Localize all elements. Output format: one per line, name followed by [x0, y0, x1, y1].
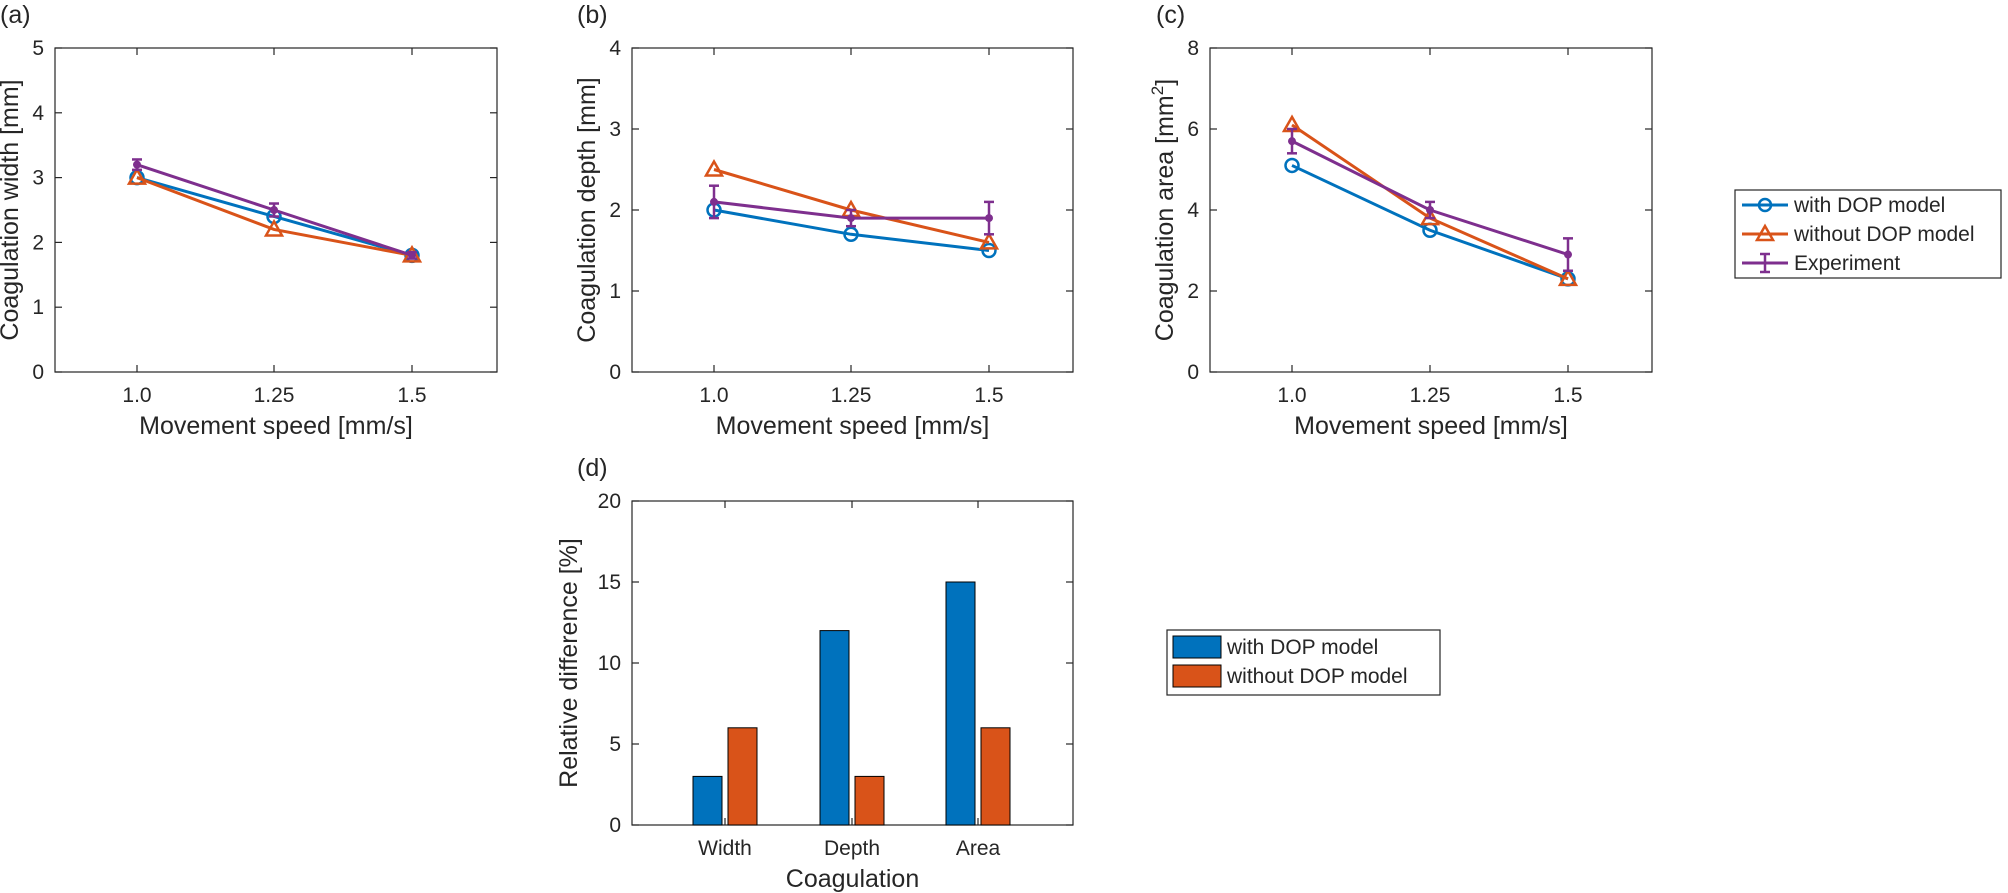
y-tick-label: 4 [609, 37, 621, 60]
y-tick-label: 6 [1187, 118, 1199, 141]
bar-without-width [727, 727, 758, 826]
legend-bars: with DOP model without DOP model [1166, 629, 1441, 696]
x-tick-label: Depth [824, 837, 880, 860]
legend-swatch-0 [1172, 635, 1222, 659]
x-tick-label: Width [698, 837, 752, 860]
marker-dot [1564, 250, 1572, 259]
marker-triangle [978, 231, 1000, 250]
x-axis-label: Movement speed [mm/s] [716, 412, 990, 440]
x-tick-label: 1.0 [699, 384, 728, 407]
panel-label: (c) [1156, 1, 1185, 29]
x-axis-label: Coagulation [786, 865, 919, 893]
bar-without-area [980, 727, 1011, 826]
y-axis-label-superscript: 2 [1148, 86, 1167, 95]
x-tick-label: 1.5 [974, 384, 1003, 407]
y-tick-label: 0 [609, 814, 621, 837]
legend-bar-entry-0: with DOP model [1226, 636, 1378, 659]
plot-frame [54, 47, 498, 373]
marker-dot [1288, 137, 1296, 146]
y-tick-label: 2 [32, 231, 44, 254]
x-axis-label: Movement speed [mm/s] [139, 412, 413, 440]
legend-entry-0: with DOP model [1793, 194, 1945, 217]
marker-circle [981, 242, 997, 259]
series-line-1 [136, 176, 413, 257]
y-tick-label: 3 [32, 167, 44, 190]
y-tick-label: 1 [609, 280, 621, 303]
marker-triangle [263, 218, 285, 237]
marker-triangle [126, 167, 148, 185]
x-tick-label: 1.25 [831, 384, 872, 407]
y-tick-label: 3 [609, 118, 621, 141]
panel-label: (a) [0, 1, 31, 29]
series-line-0 [713, 208, 990, 252]
panel-d: 0 5 10 15 20 Width Depth Area (d) Coagulation Rela… [555, 454, 1074, 893]
panel-a: 0 1 2 3 4 5 1.0 1.25 1.5 (a) Movement speed [mm/s]… [0, 1, 498, 440]
y-tick-label: 20 [598, 490, 621, 513]
legend-swatch-1 [1172, 664, 1222, 688]
series-line-0 [1291, 164, 1569, 281]
legend-marker-triangle [1754, 223, 1776, 242]
legend-marker-circle [1757, 197, 1773, 213]
bar-without-depth [854, 775, 885, 826]
y-axis-label: Coagulation depth [mm] [573, 77, 601, 342]
marker-dot [847, 214, 855, 223]
y-axis-label: Coagulation area [mm2] [1148, 79, 1179, 341]
panel-b: 0 1 2 3 4 1.0 1.25 1.5 (b) Movement speed [mm/s] C… [573, 1, 1074, 440]
y-tick-label: 5 [609, 733, 621, 756]
y-tick-label: 8 [1187, 37, 1199, 60]
legend-bar-entry-1: without DOP model [1226, 665, 1408, 688]
legend-entry-2: Experiment [1794, 252, 1900, 275]
y-tick-label: 10 [598, 652, 621, 675]
marker-dot [408, 251, 416, 260]
legend-lines: with DOP model without DOP model Experimen… [1734, 189, 2002, 279]
y-tick-label: 4 [1187, 199, 1199, 222]
marker-dot [985, 214, 993, 223]
x-tick-label: 1.25 [1410, 384, 1451, 407]
legend-entry-1: without DOP model [1793, 223, 1975, 246]
y-tick-label: 2 [1187, 280, 1199, 303]
x-tick-label: 1.25 [254, 384, 295, 407]
y-tick-label: 5 [32, 37, 44, 60]
bar-with-width [692, 775, 723, 826]
x-tick-label: 1.0 [122, 384, 151, 407]
marker-triangle [703, 158, 725, 177]
marker-dot [270, 206, 278, 214]
panel-label: (d) [577, 454, 608, 482]
bar-with-depth [819, 630, 850, 826]
marker-circle [843, 226, 859, 243]
y-axis-label-end: ] [1151, 79, 1179, 86]
y-axis-label: Coagulation width [mm] [0, 79, 24, 340]
y-tick-label: 0 [1187, 361, 1199, 384]
panel-c: 0 2 4 6 8 1.0 1.25 1.5 (c) Movement speed [mm/s] C… [1148, 1, 1653, 440]
marker-circle [1284, 157, 1300, 174]
x-tick-label: 1.5 [397, 384, 426, 407]
x-tick-label: 1.0 [1277, 384, 1306, 407]
y-tick-label: 2 [609, 199, 621, 222]
x-tick-label: 1.5 [1553, 384, 1582, 407]
bar-with-area [945, 581, 976, 826]
x-tick-label: Area [956, 837, 1001, 860]
y-tick-label: 0 [32, 361, 44, 384]
x-axis-label: Movement speed [mm/s] [1294, 412, 1568, 440]
marker-triangle [1557, 268, 1579, 287]
y-tick-label: 1 [32, 296, 44, 319]
marker-dot [710, 197, 718, 206]
y-tick-label: 4 [32, 102, 44, 125]
panel-label: (b) [577, 1, 608, 29]
marker-dot [133, 160, 141, 169]
y-tick-label: 15 [598, 571, 621, 594]
y-axis-label-main: Coagulation area [mm [1151, 95, 1179, 341]
marker-dot [1426, 206, 1434, 214]
y-tick-label: 0 [609, 361, 621, 384]
y-axis-label: Relative difference [%] [555, 538, 583, 788]
